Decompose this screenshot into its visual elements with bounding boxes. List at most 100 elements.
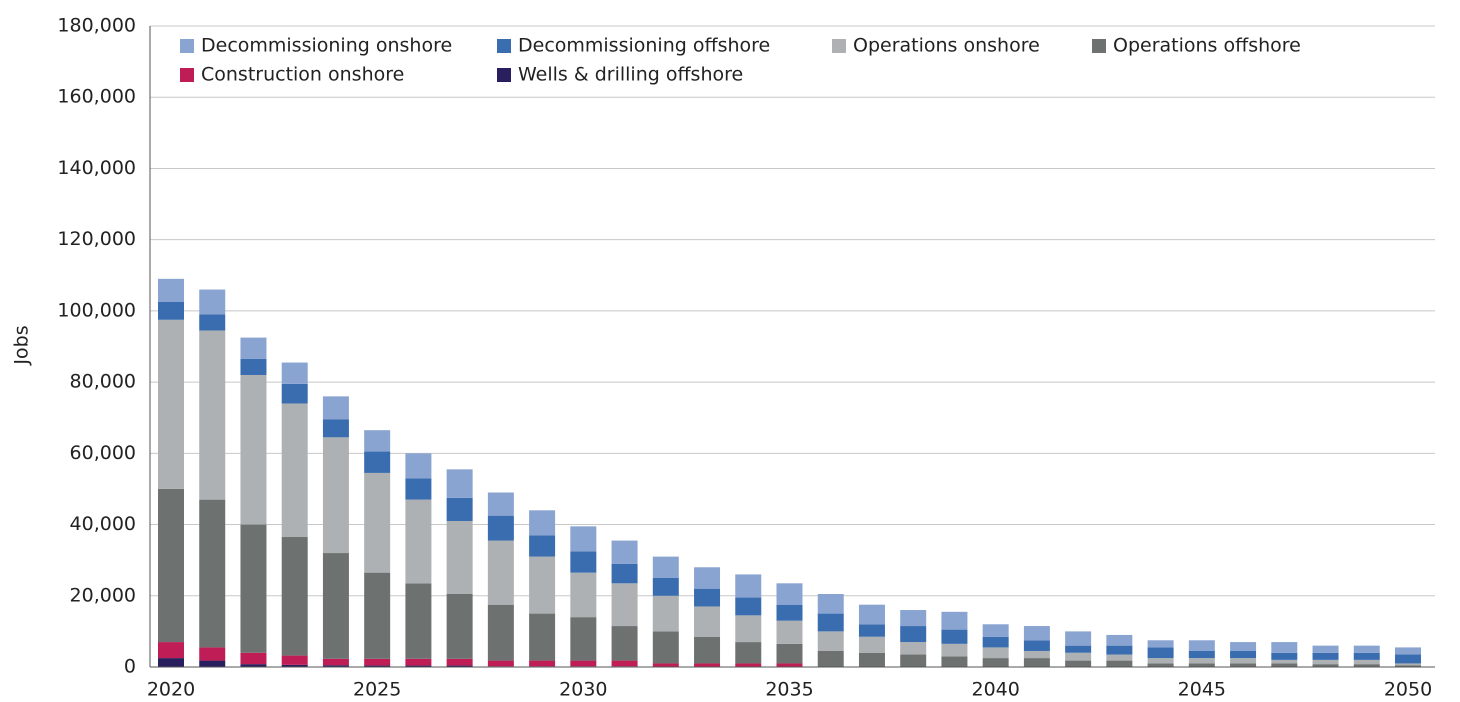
bar-segment bbox=[158, 642, 184, 659]
bar-segment bbox=[322, 665, 349, 667]
bar-segment bbox=[1271, 652, 1298, 660]
bar-segment bbox=[446, 520, 473, 594]
bar-segment bbox=[900, 626, 927, 643]
bar-segment bbox=[158, 488, 184, 643]
y-tick-label: 60,000 bbox=[70, 442, 136, 464]
bar-segment bbox=[611, 563, 638, 584]
bar-segment bbox=[817, 593, 844, 614]
y-tick-label: 180,000 bbox=[57, 15, 136, 37]
x-tick-label: 2025 bbox=[353, 679, 401, 701]
bar-segment bbox=[446, 665, 473, 667]
bar-segment bbox=[1023, 640, 1050, 651]
bar-segment bbox=[240, 524, 267, 653]
bar-segment bbox=[322, 419, 349, 438]
bar-segment bbox=[199, 660, 226, 667]
x-tick-label: 2030 bbox=[559, 679, 607, 701]
legend-label: Wells & drilling offshore bbox=[518, 64, 743, 86]
bar-segment bbox=[364, 430, 391, 452]
y-tick-label: 20,000 bbox=[70, 584, 136, 606]
bar-segment bbox=[900, 642, 927, 655]
bar-segment bbox=[240, 358, 267, 375]
legend-label: Decommissioning onshore bbox=[201, 35, 452, 57]
bar-segment bbox=[199, 499, 226, 648]
bar-segment bbox=[1271, 642, 1298, 653]
bar-segment bbox=[570, 660, 597, 667]
bar-segment bbox=[405, 658, 432, 666]
bar-segment bbox=[322, 437, 349, 554]
bar-segment bbox=[611, 626, 638, 661]
bar-segment bbox=[1230, 642, 1257, 651]
bar-segment bbox=[1353, 659, 1380, 665]
bar-segment bbox=[735, 597, 762, 616]
bar-segment bbox=[570, 551, 597, 573]
legend-label: Operations offshore bbox=[1113, 35, 1301, 57]
x-tick-label: 2020 bbox=[147, 679, 195, 701]
bar-segment bbox=[1230, 663, 1257, 667]
bar-segment bbox=[199, 330, 226, 500]
bar-segment bbox=[1065, 631, 1092, 646]
bar-segment bbox=[158, 301, 184, 320]
bar-segment bbox=[1312, 664, 1339, 667]
bar-segment bbox=[405, 583, 432, 659]
bar-segment bbox=[1230, 658, 1257, 664]
bar-segment bbox=[446, 497, 473, 521]
bar-segment bbox=[611, 540, 638, 564]
bar-segment bbox=[281, 664, 308, 667]
bar-segment bbox=[817, 650, 844, 667]
bar-segment bbox=[199, 647, 226, 661]
bar-segment bbox=[735, 663, 762, 667]
bar-segment bbox=[1188, 658, 1215, 664]
bar-segment bbox=[322, 658, 349, 666]
y-tick-label: 120,000 bbox=[57, 228, 136, 250]
bar-segment bbox=[1106, 634, 1133, 646]
bar-segment bbox=[487, 604, 514, 661]
bar-segment bbox=[858, 636, 885, 653]
bar-segment bbox=[817, 613, 844, 632]
bar-segment bbox=[817, 631, 844, 651]
bar-segment bbox=[529, 556, 556, 614]
bar-segment bbox=[1271, 663, 1298, 667]
bar-segment bbox=[1395, 654, 1421, 664]
bar-segment bbox=[529, 660, 556, 667]
bar-segment bbox=[1395, 647, 1421, 655]
legend-swatch bbox=[180, 68, 194, 82]
bar-segment bbox=[529, 535, 556, 557]
x-tick-label: 2040 bbox=[971, 679, 1019, 701]
bar-segment bbox=[858, 624, 885, 637]
bar-segment bbox=[1230, 650, 1257, 659]
bar-segment bbox=[364, 451, 391, 473]
bar-segment bbox=[446, 469, 473, 498]
bar-segment bbox=[1147, 647, 1174, 659]
bar-segment bbox=[776, 663, 803, 667]
bar-segment bbox=[240, 337, 267, 359]
bar-segment bbox=[858, 604, 885, 625]
bar-segment bbox=[735, 615, 762, 643]
bar-segment bbox=[694, 606, 721, 637]
bar-segment bbox=[281, 403, 308, 538]
legend-swatch bbox=[497, 39, 511, 53]
legend-swatch bbox=[180, 39, 194, 53]
bar-segment bbox=[158, 278, 184, 302]
bar-segment bbox=[858, 652, 885, 667]
bar-segment bbox=[364, 658, 391, 666]
bar-segment bbox=[1353, 664, 1380, 667]
y-axis-label: Jobs bbox=[11, 325, 33, 365]
bar-segment bbox=[529, 510, 556, 536]
bar-segment bbox=[1147, 658, 1174, 664]
bar-segment bbox=[1106, 645, 1133, 655]
bar-segment bbox=[941, 656, 968, 667]
bar-segment bbox=[1395, 665, 1421, 667]
bar-segment bbox=[364, 572, 391, 659]
bar-segment bbox=[487, 660, 514, 667]
bar-segment bbox=[446, 593, 473, 659]
legend-label: Decommissioning offshore bbox=[518, 35, 770, 57]
bar-segment bbox=[1353, 645, 1380, 653]
bar-segment bbox=[652, 595, 679, 632]
bar-segment bbox=[240, 664, 267, 667]
bar-segment bbox=[487, 515, 514, 541]
bar-segment bbox=[1312, 652, 1339, 660]
bar-segment bbox=[570, 526, 597, 552]
y-tick-label: 80,000 bbox=[70, 371, 136, 393]
bar-segment bbox=[240, 374, 267, 525]
